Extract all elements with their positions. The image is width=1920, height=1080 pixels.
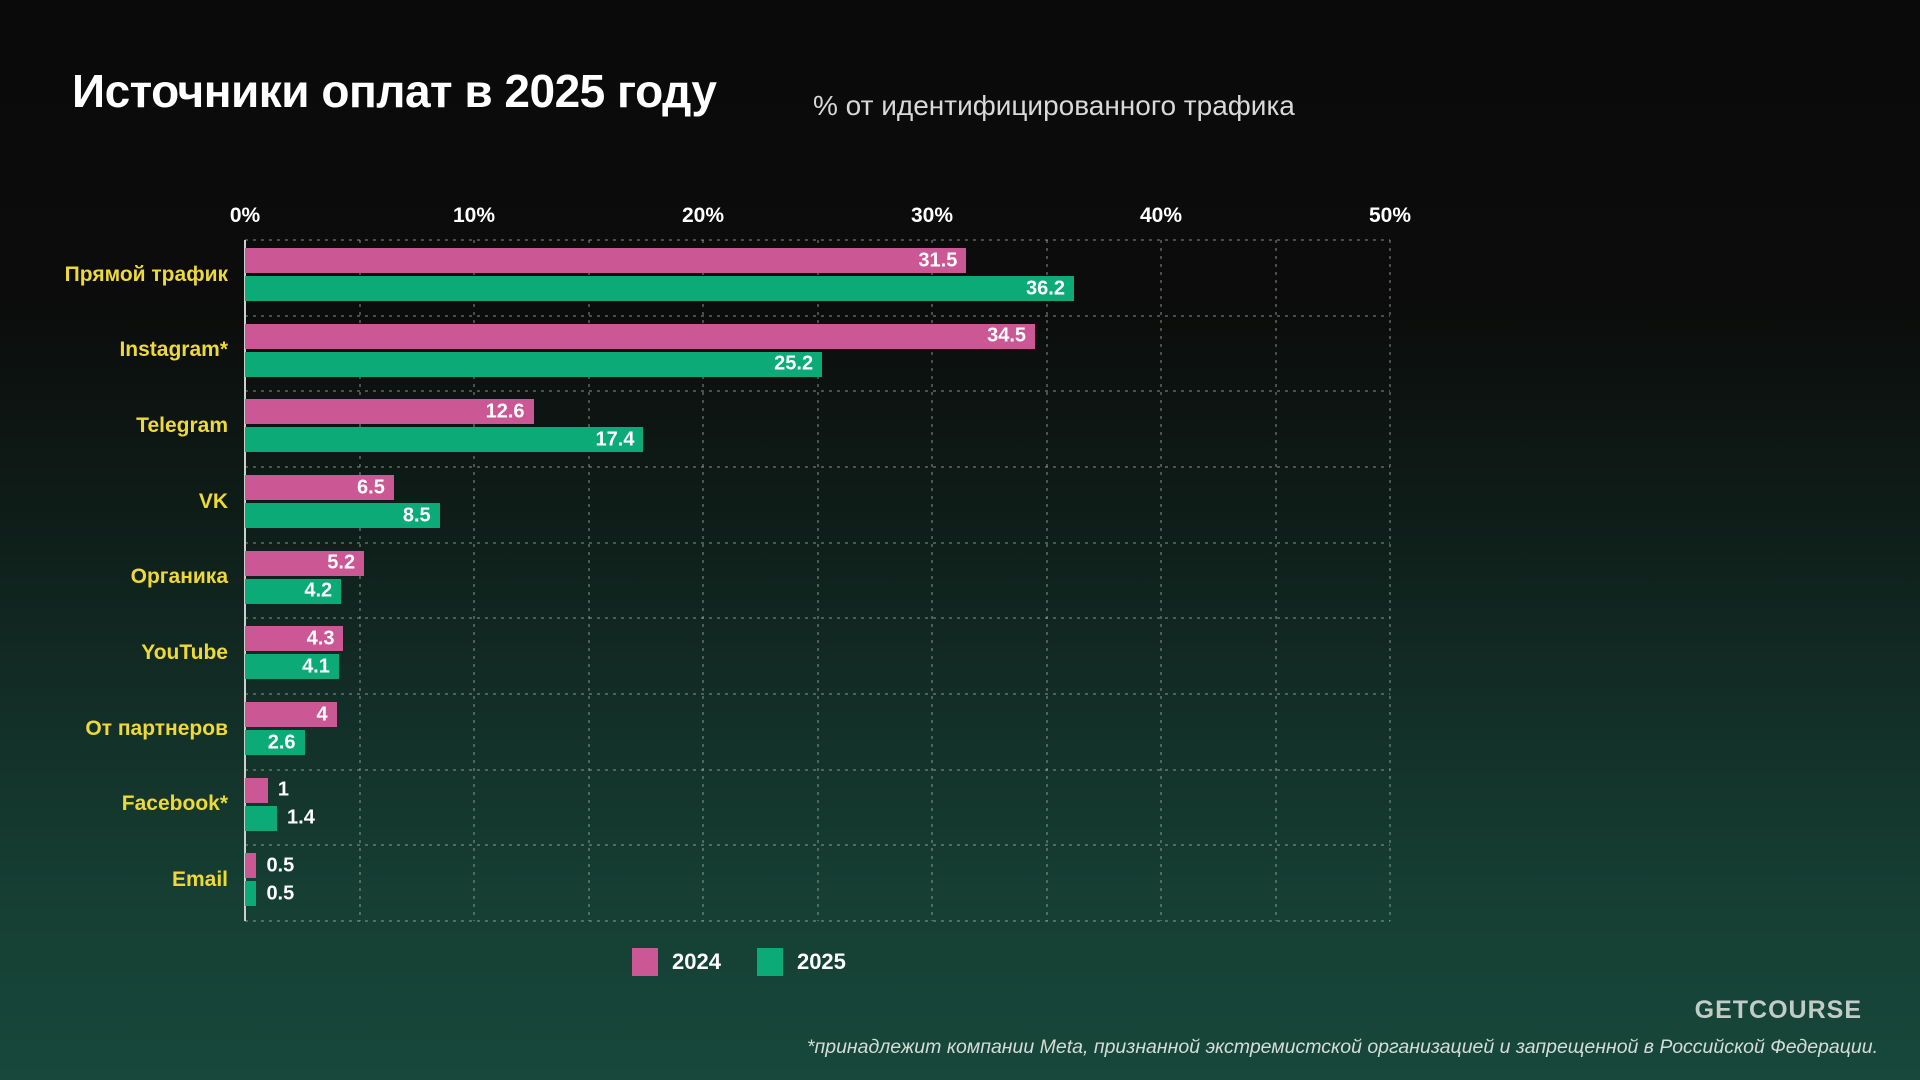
bar-2024: 34.5 bbox=[245, 323, 1036, 349]
category-label: Instagram* bbox=[119, 338, 228, 362]
x-axis-tick: 40% bbox=[1139, 204, 1183, 227]
chart-row: От партнеров 4 2.6 bbox=[85, 694, 1390, 770]
bar-value-label: 0.5 bbox=[266, 882, 295, 905]
bar-value-label: 4.2 bbox=[304, 579, 333, 602]
meta-disclaimer-text: *принадлежит компании Meta, признанной э… bbox=[806, 1036, 1878, 1058]
legend-label: 2024 bbox=[672, 949, 721, 974]
grid-line-vertical bbox=[702, 240, 704, 921]
bar-2024: 31.5 bbox=[245, 248, 967, 273]
bar-value-label: 1 bbox=[277, 778, 290, 801]
chart-row: Instagram* 34.5 25.2 bbox=[119, 316, 1390, 392]
grid-line-horizontal bbox=[245, 844, 1390, 847]
bar-2025: 2.6 bbox=[245, 730, 305, 755]
grid-line-horizontal bbox=[245, 768, 1390, 771]
bar-2024: 4.3 bbox=[245, 626, 344, 652]
bar-2024: 4 bbox=[245, 702, 337, 727]
chart-row: Органика 5.2 4.2 bbox=[131, 543, 1390, 619]
legend-item: 2024 bbox=[632, 948, 721, 976]
chart-subtitle: % от идентифицированного трафика bbox=[813, 90, 1295, 121]
legend-item: 2025 bbox=[756, 948, 846, 976]
grid-line-horizontal bbox=[245, 693, 1390, 695]
bar-2024: 0.5 bbox=[245, 853, 294, 879]
grid-line-vertical bbox=[587, 240, 590, 921]
grid-line-vertical bbox=[358, 240, 361, 921]
grid-line-horizontal bbox=[245, 239, 1390, 241]
chart-row: VK 6.5 8.5 bbox=[199, 467, 1390, 543]
bar-2024: 1 bbox=[245, 777, 289, 803]
category-label: Facebook* bbox=[121, 792, 228, 816]
bar-value-label: 8.5 bbox=[402, 504, 431, 526]
legend-label: 2025 bbox=[796, 949, 846, 974]
bar-2024: 12.6 bbox=[245, 399, 534, 425]
x-axis-tick: 10% bbox=[452, 204, 496, 227]
chart-row: Telegram 12.6 17.4 bbox=[136, 391, 1390, 467]
bar-2025: 17.4 bbox=[245, 427, 644, 453]
legend-swatch-2025 bbox=[756, 948, 783, 976]
bar-chart: 0% 10% 20% 30% 40% 50% Прямой трафик 31.5 36.2 In… bbox=[65, 204, 1411, 922]
category-label: Email bbox=[171, 867, 228, 891]
bar-value-label: 12.6 bbox=[485, 400, 525, 423]
bar-2025: 36.2 bbox=[245, 276, 1074, 301]
bar-value-label: 31.5 bbox=[918, 249, 958, 271]
bar-value-label: 17.4 bbox=[595, 428, 635, 451]
category-label: Прямой трафик bbox=[64, 262, 228, 286]
bar-value-label: 5.2 bbox=[327, 551, 356, 574]
grid-line-vertical bbox=[1045, 240, 1048, 921]
grid-line-vertical bbox=[1274, 240, 1277, 921]
bar-value-label: 0.5 bbox=[266, 854, 295, 877]
legend-swatch-2024 bbox=[632, 948, 658, 976]
x-axis-tick: 30% bbox=[910, 204, 954, 227]
grid-line-vertical bbox=[473, 240, 475, 921]
bar-value-label: 1.4 bbox=[287, 806, 315, 829]
chart-row: Прямой трафик 31.5 36.2 bbox=[65, 240, 1390, 316]
getcourse-logo: GETCOURSE bbox=[1694, 996, 1862, 1024]
bar-value-label: 25.2 bbox=[774, 352, 814, 375]
bar-value-label: 34.5 bbox=[987, 324, 1027, 347]
category-label: Telegram bbox=[136, 413, 228, 437]
bar-value-label: 6.5 bbox=[357, 476, 385, 498]
grid-line-vertical bbox=[1389, 240, 1391, 921]
bar-value-label: 36.2 bbox=[1026, 277, 1065, 299]
grid-line-horizontal bbox=[245, 541, 1390, 544]
grid-line-horizontal bbox=[245, 466, 1390, 468]
bar-2025: 4.2 bbox=[245, 578, 342, 604]
x-axis-tick: 0% bbox=[229, 204, 261, 227]
chart-legend: 2024 2025 bbox=[632, 948, 846, 976]
bar-2025: 0.5 bbox=[245, 881, 294, 907]
x-axis-tick: 20% bbox=[681, 204, 725, 227]
bar-value-label: 4.3 bbox=[306, 627, 335, 650]
category-label: От партнеров bbox=[85, 716, 228, 740]
grid-line-horizontal bbox=[245, 314, 1390, 317]
grid-line-vertical bbox=[931, 240, 933, 921]
grid-line-horizontal bbox=[245, 617, 1390, 620]
bar-2025: 25.2 bbox=[245, 351, 823, 377]
grid-line-vertical bbox=[1160, 240, 1162, 921]
bar-2025: 8.5 bbox=[245, 503, 440, 528]
bar-value-label: 4.1 bbox=[302, 655, 330, 678]
bar-value-label: 4 bbox=[316, 703, 328, 725]
chart-row: Email 0.5 0.5 bbox=[172, 845, 1390, 921]
bar-2025: 4.1 bbox=[245, 654, 339, 680]
category-label: Органика bbox=[130, 565, 228, 589]
category-label: VK bbox=[198, 489, 228, 513]
page-title: Источники оплат в 2025 году bbox=[72, 65, 717, 117]
grid-line-horizontal bbox=[245, 390, 1390, 393]
bar-2024: 5.2 bbox=[245, 550, 365, 576]
chart-row: Facebook* 1 1.4 bbox=[122, 770, 1390, 846]
bar-value-label: 2.6 bbox=[267, 731, 296, 753]
grid-line-vertical bbox=[816, 240, 819, 921]
bar-2025: 1.4 bbox=[245, 805, 315, 831]
bar-2024: 6.5 bbox=[245, 475, 394, 500]
x-axis-tick: 50% bbox=[1368, 204, 1412, 227]
category-label: YouTube bbox=[141, 640, 228, 664]
chart-row: YouTube 4.3 4.1 bbox=[141, 618, 1390, 694]
grid-line-horizontal bbox=[245, 920, 1390, 922]
